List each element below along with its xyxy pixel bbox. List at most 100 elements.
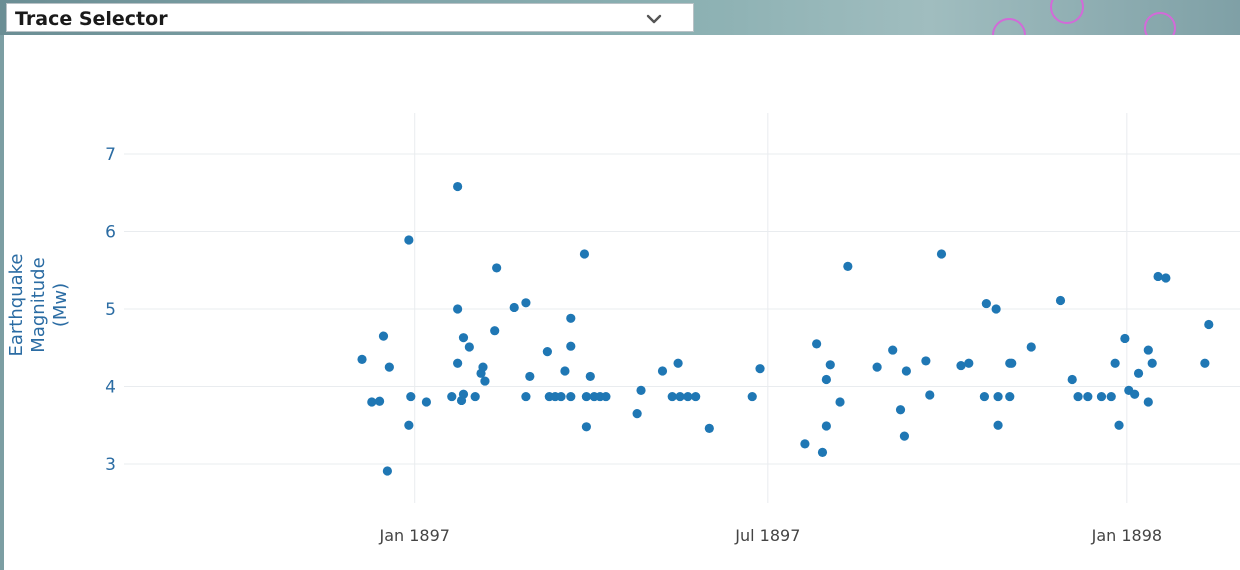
data-point[interactable] — [542, 347, 552, 357]
data-point[interactable] — [458, 333, 469, 343]
data-point[interactable] — [404, 420, 414, 430]
data-point[interactable] — [667, 391, 677, 402]
data-point[interactable] — [981, 298, 991, 309]
data-point[interactable] — [899, 431, 910, 441]
data-point[interactable] — [872, 362, 882, 372]
data-point[interactable] — [480, 376, 490, 386]
data-point[interactable] — [367, 397, 377, 407]
data-point[interactable] — [1106, 391, 1116, 402]
data-point[interactable] — [921, 356, 931, 366]
data-point[interactable] — [956, 360, 966, 371]
data-point[interactable] — [384, 362, 394, 372]
data-point[interactable] — [421, 397, 432, 407]
data-point[interactable] — [1143, 397, 1153, 407]
data-point[interactable] — [835, 397, 845, 407]
data-point[interactable] — [1007, 358, 1017, 368]
data-point[interactable] — [566, 313, 576, 323]
data-point[interactable] — [1143, 345, 1153, 355]
data-point[interactable] — [601, 391, 611, 402]
data-point[interactable] — [683, 391, 693, 402]
data-point[interactable] — [453, 358, 463, 368]
trace-selector-dropdown[interactable]: Trace Selector — [6, 3, 694, 32]
data-point[interactable] — [566, 341, 576, 351]
data-point[interactable] — [1130, 389, 1140, 399]
data-point[interactable] — [825, 360, 835, 370]
data-point[interactable] — [1026, 342, 1036, 352]
data-point[interactable] — [458, 389, 469, 399]
data-point[interactable] — [357, 354, 367, 364]
data-point[interactable] — [1161, 273, 1171, 283]
data-point[interactable] — [1204, 319, 1214, 330]
data-point[interactable] — [453, 181, 463, 192]
data-point[interactable] — [447, 391, 457, 402]
data-point[interactable] — [817, 447, 828, 457]
data-point[interactable] — [585, 371, 595, 382]
data-point[interactable] — [490, 326, 500, 336]
data-point[interactable] — [991, 304, 1001, 314]
chevron-down-icon[interactable] — [645, 10, 663, 28]
data-point[interactable] — [800, 439, 810, 449]
data-point[interactable] — [993, 391, 1003, 402]
data-point[interactable] — [673, 358, 683, 368]
data-point[interactable] — [464, 342, 474, 352]
data-point[interactable] — [936, 249, 947, 259]
data-point[interactable] — [636, 385, 646, 395]
data-point[interactable] — [1114, 420, 1124, 430]
data-point[interactable] — [470, 391, 480, 402]
trace-selector-label: Trace Selector — [15, 8, 168, 30]
scatter-chart[interactable]: 3 4 5 6 7 Jan 1897 Jul 1897 Jan 1898 Earthquake… — [4, 35, 1240, 570]
data-point[interactable] — [821, 421, 831, 431]
data-point[interactable] — [492, 263, 502, 273]
data-point[interactable] — [1200, 358, 1210, 368]
data-point[interactable] — [704, 423, 714, 433]
data-point[interactable] — [1133, 368, 1144, 378]
y-tick-label: 4 — [105, 378, 116, 398]
data-point[interactable] — [1110, 358, 1120, 368]
data-point[interactable] — [1147, 358, 1157, 368]
data-point[interactable] — [979, 391, 990, 402]
data-point[interactable] — [1067, 374, 1077, 385]
data-point[interactable] — [478, 362, 488, 372]
data-point[interactable] — [1055, 295, 1066, 306]
data-point[interactable] — [747, 391, 757, 402]
data-point[interactable] — [378, 331, 389, 341]
data-point[interactable] — [521, 391, 531, 402]
data-point[interactable] — [525, 371, 535, 382]
data-point[interactable] — [657, 366, 668, 376]
data-point[interactable] — [1073, 391, 1083, 402]
y-tick-label: 5 — [105, 300, 116, 320]
data-point[interactable] — [581, 391, 591, 402]
data-point[interactable] — [1096, 391, 1107, 402]
data-point[interactable] — [675, 391, 685, 402]
data-point[interactable] — [993, 420, 1003, 430]
data-point[interactable] — [566, 391, 576, 402]
data-point[interactable] — [406, 391, 416, 402]
data-point[interactable] — [560, 366, 570, 376]
data-point[interactable] — [1120, 333, 1130, 344]
chart-container: 3 4 5 6 7 Jan 1897 Jul 1897 Jan 1898 Earthquake… — [4, 35, 1240, 570]
data-point[interactable] — [821, 374, 831, 385]
data-point[interactable] — [895, 405, 906, 415]
data-point[interactable] — [964, 358, 974, 368]
data-point[interactable] — [1083, 391, 1093, 402]
data-point[interactable] — [1153, 271, 1163, 282]
x-tick-label: Jul 1897 — [734, 526, 800, 545]
data-point[interactable] — [901, 366, 911, 376]
data-point[interactable] — [556, 391, 566, 402]
data-point[interactable] — [579, 249, 590, 259]
data-point[interactable] — [521, 298, 531, 308]
data-point[interactable] — [581, 422, 591, 432]
data-point[interactable] — [453, 304, 463, 314]
data-point[interactable] — [812, 339, 822, 349]
data-point[interactable] — [755, 364, 765, 374]
data-point[interactable] — [691, 391, 701, 402]
data-point[interactable] — [404, 235, 414, 245]
data-point[interactable] — [374, 396, 385, 406]
data-point[interactable] — [1005, 391, 1015, 402]
data-point[interactable] — [888, 345, 898, 355]
data-point[interactable] — [382, 466, 392, 476]
data-point[interactable] — [632, 409, 642, 419]
data-point[interactable] — [509, 302, 519, 313]
data-point[interactable] — [843, 261, 853, 271]
data-point[interactable] — [925, 390, 935, 400]
